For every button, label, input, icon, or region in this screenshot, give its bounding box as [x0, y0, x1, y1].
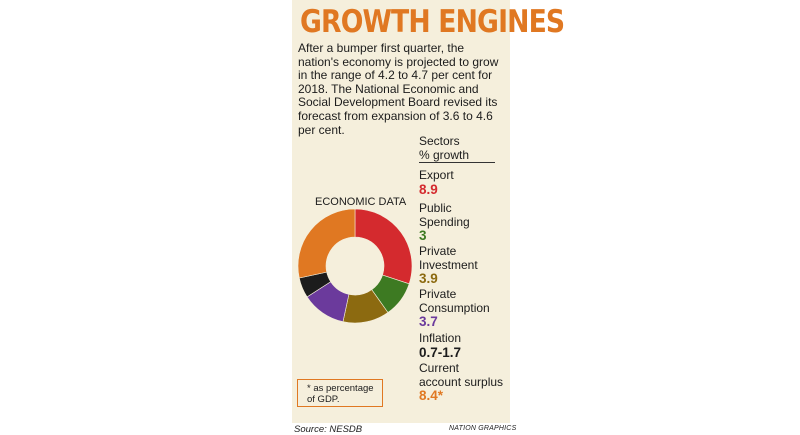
donut-chart — [297, 208, 413, 324]
sector-inflation: Inflation 0.7-1.7 — [419, 332, 509, 360]
sector-label: Export — [419, 169, 509, 183]
sector-private-consumption: Private Consumption 3.7 — [419, 288, 509, 329]
donut-slice-current-account-surplus — [298, 209, 355, 278]
sector-private-investment: Private Investment 3.9 — [419, 245, 509, 286]
sector-label: Spending — [419, 216, 509, 230]
sector-export: Export 8.9 — [419, 169, 509, 197]
credit-text: NATION GRAPHICS — [449, 425, 516, 432]
sector-label: Public — [419, 202, 509, 216]
source-text: Source: NESDB — [294, 424, 362, 435]
sector-label: Current — [419, 362, 509, 376]
sector-label: Private — [419, 288, 509, 302]
sector-current-account: Current account surplus 8.4* — [419, 362, 509, 403]
sectors-header: Sectors % growth — [419, 135, 495, 163]
sector-value: 3 — [419, 229, 509, 243]
sectors-header-line2: % growth — [419, 149, 495, 163]
chart-title: ECONOMIC DATA — [315, 196, 406, 208]
sector-value: 8.4* — [419, 389, 509, 403]
sector-value: 3.7 — [419, 315, 509, 329]
sector-value: 3.9 — [419, 272, 509, 286]
sectors-header-line1: Sectors — [419, 135, 495, 149]
donut-slice-export — [355, 209, 412, 284]
infographic-title: GROWTH ENGINES — [300, 4, 564, 40]
sector-label: Inflation — [419, 332, 509, 346]
sector-label: Investment — [419, 259, 509, 273]
sector-public-spending: Public Spending 3 — [419, 202, 509, 243]
intro-text: After a bumper first quarter, the nation… — [298, 42, 506, 137]
sector-label: Private — [419, 245, 509, 259]
sector-value: 0.7-1.7 — [419, 346, 509, 360]
sector-value: 8.9 — [419, 183, 509, 197]
footnote-box: * as percentage of GDP. — [297, 379, 383, 407]
sector-label: Consumption — [419, 302, 509, 316]
sector-label: account surplus — [419, 376, 509, 390]
